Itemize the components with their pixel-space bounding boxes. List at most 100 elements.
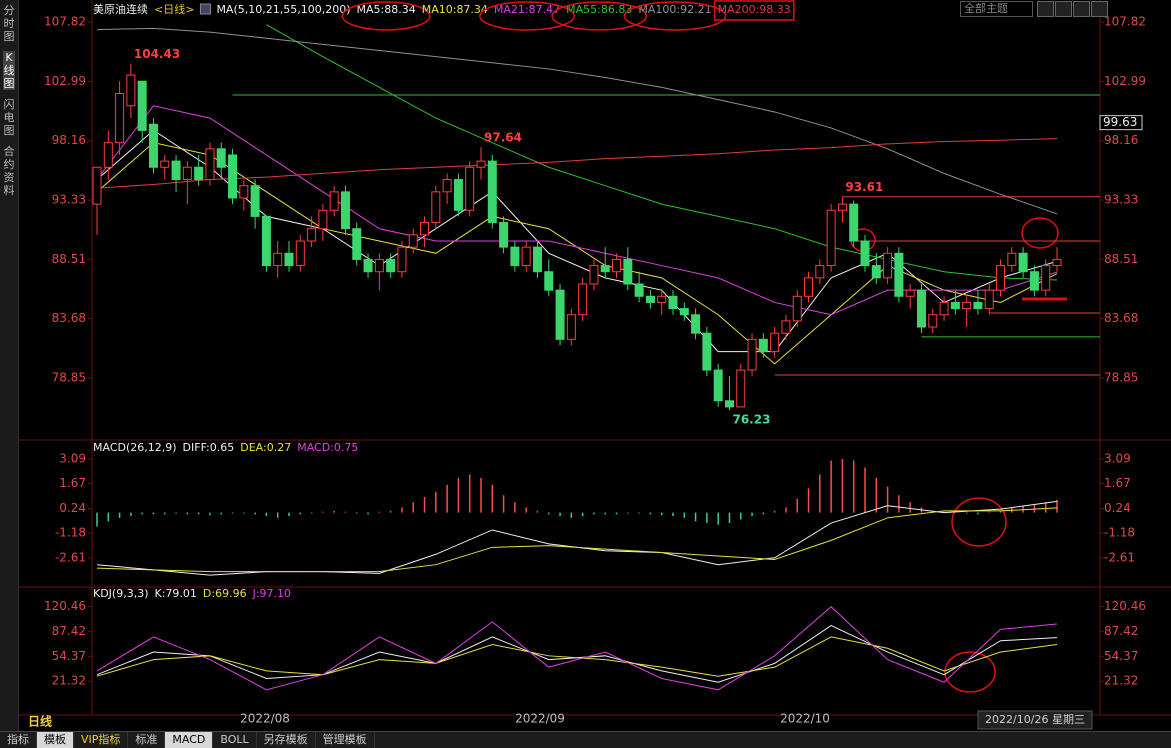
candle-body bbox=[205, 148, 215, 181]
candle-body bbox=[804, 277, 814, 297]
theme-select[interactable]: 全部主题 bbox=[960, 1, 1033, 17]
candle-body bbox=[148, 123, 158, 168]
y-tick-label: -1.18 bbox=[55, 526, 86, 540]
candle-body bbox=[1007, 252, 1017, 267]
candle-body bbox=[420, 222, 430, 236]
tab[interactable]: 模板 bbox=[37, 732, 74, 748]
candle-body bbox=[510, 246, 520, 267]
y-tick-label: -1.18 bbox=[1104, 526, 1135, 540]
highlight-ring bbox=[341, 1, 431, 31]
candle-body bbox=[713, 369, 723, 402]
legend-item: DEA:0.27 bbox=[240, 441, 291, 454]
candle-body bbox=[476, 160, 486, 168]
tab[interactable]: 管理模板 bbox=[316, 732, 375, 748]
candle-body bbox=[329, 191, 339, 211]
last-price-box bbox=[1099, 115, 1143, 131]
candle-body bbox=[386, 258, 396, 273]
candle-body bbox=[318, 209, 328, 230]
y-tick-label: 54.37 bbox=[1104, 649, 1138, 663]
ma-line bbox=[96, 507, 1058, 573]
cursor-date-box bbox=[977, 710, 1093, 730]
legend-item: KDJ(9,3,3) bbox=[93, 587, 149, 600]
y-tick-label: 98.16 bbox=[1104, 133, 1138, 147]
legend-item: MACD(26,12,9) bbox=[93, 441, 177, 454]
candle-body bbox=[600, 265, 610, 273]
candle-body bbox=[182, 166, 192, 181]
y-tick-label: 102.99 bbox=[44, 74, 86, 88]
candle-body bbox=[284, 252, 294, 267]
candle-body bbox=[894, 252, 904, 297]
highlight-ring bbox=[551, 1, 648, 31]
candle-body bbox=[973, 301, 983, 310]
candle-body bbox=[702, 332, 712, 371]
tool-icon[interactable] bbox=[1091, 1, 1108, 17]
side-tab[interactable]: 闪电图 bbox=[3, 98, 15, 137]
y-tick-label: 93.33 bbox=[52, 193, 86, 207]
candle-body bbox=[273, 252, 283, 267]
low-label: 76.23 bbox=[732, 413, 770, 427]
candle-body bbox=[996, 265, 1006, 291]
highlight-box bbox=[713, 0, 795, 21]
candle-body bbox=[612, 258, 622, 273]
candle-body bbox=[871, 265, 881, 279]
candle-body bbox=[736, 369, 746, 408]
side-tab[interactable]: K线图 bbox=[3, 51, 15, 90]
legend-item: 美原油连续 bbox=[93, 2, 148, 16]
y-tick-label: 0.24 bbox=[59, 501, 86, 515]
legend-item: D:69.96 bbox=[203, 587, 247, 600]
y-tick-label: 21.32 bbox=[1104, 674, 1138, 688]
bottom-tabs: 指标 模板 VIP指标 标准 MACD BOLL 另存模板 管理模板 bbox=[0, 731, 1171, 748]
candle-body bbox=[837, 203, 847, 211]
candle-body bbox=[465, 166, 475, 211]
legend-item: DIFF:0.65 bbox=[183, 441, 235, 454]
candle-body bbox=[691, 314, 701, 334]
candle-body bbox=[905, 289, 915, 297]
ma-line bbox=[96, 606, 1058, 691]
y-tick-label: 87.42 bbox=[52, 624, 86, 638]
side-tab[interactable]: 分时图 bbox=[3, 4, 15, 43]
ma-line bbox=[96, 142, 1058, 365]
y-tick-label: 98.16 bbox=[52, 133, 86, 147]
ma-line bbox=[96, 636, 1058, 677]
tab[interactable]: 指标 bbox=[0, 732, 37, 748]
y-tick-label: -2.61 bbox=[55, 550, 86, 564]
y-tick-label: -2.61 bbox=[1104, 550, 1135, 564]
y-tick-label: 1.67 bbox=[1104, 476, 1131, 490]
y-tick-label: 78.85 bbox=[1104, 371, 1138, 385]
tab[interactable]: 另存模板 bbox=[257, 732, 316, 748]
y-tick-label: 83.68 bbox=[52, 311, 86, 325]
tool-icon[interactable] bbox=[1037, 1, 1054, 17]
legend-item: <日线> bbox=[154, 2, 194, 16]
candle-body bbox=[374, 258, 384, 273]
candle-body bbox=[352, 228, 362, 260]
tab[interactable]: 标准 bbox=[128, 732, 166, 748]
candle-body bbox=[103, 142, 113, 168]
candle-body bbox=[623, 258, 633, 285]
high-label: 93.61 bbox=[845, 180, 883, 194]
candle-body bbox=[1018, 252, 1028, 273]
legend-item: MA(5,10,21,55,100,200) bbox=[216, 3, 350, 16]
candle-body bbox=[916, 289, 926, 328]
period-tab[interactable]: 日线 bbox=[28, 714, 52, 729]
legend-item: MACD:0.75 bbox=[297, 441, 358, 454]
candle-body bbox=[962, 301, 972, 310]
candle-body bbox=[499, 222, 509, 248]
ma-line bbox=[266, 24, 1058, 281]
last-price: 99.63 bbox=[1103, 115, 1137, 129]
tool-icon[interactable] bbox=[1055, 1, 1072, 17]
sidebar: 分时图 K线图 闪电图 合约资料 bbox=[0, 0, 19, 747]
tool-icon[interactable] bbox=[1073, 1, 1090, 17]
tab[interactable]: BOLL bbox=[213, 732, 257, 748]
legend-item: MA21:87.47 bbox=[494, 3, 560, 16]
candle-body bbox=[815, 265, 825, 279]
y-tick-label: 0.24 bbox=[1104, 501, 1131, 515]
candle-body bbox=[826, 209, 836, 267]
high-label: 97.64 bbox=[484, 131, 522, 145]
side-tab[interactable]: 合约资料 bbox=[3, 145, 15, 197]
y-tick-label: 83.68 bbox=[1104, 311, 1138, 325]
date-label: 2022/08 bbox=[240, 712, 290, 726]
candle-body bbox=[250, 185, 260, 217]
tab[interactable]: MACD bbox=[165, 732, 214, 748]
tab[interactable]: VIP指标 bbox=[74, 732, 129, 748]
highlight-ring bbox=[623, 1, 727, 31]
